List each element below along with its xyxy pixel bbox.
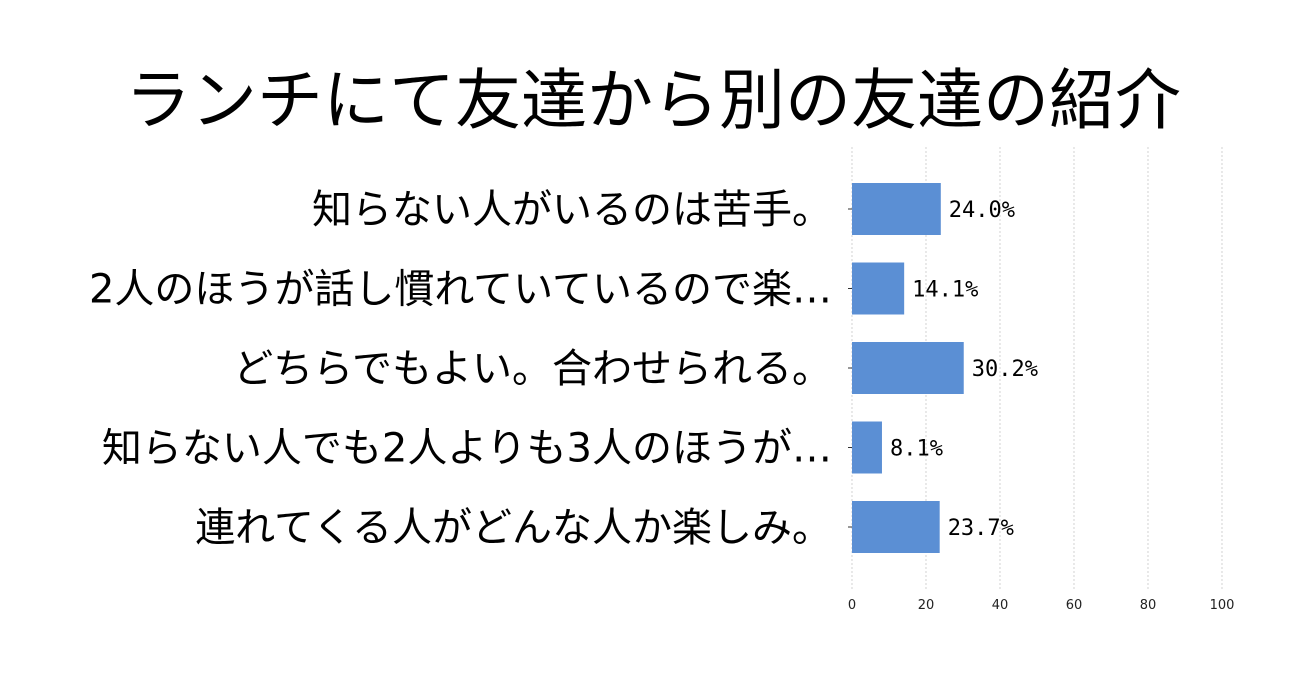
value-label: 24.0%: [949, 198, 1015, 223]
x-tick-label: 60: [1066, 598, 1083, 613]
value-label: 8.1%: [890, 437, 943, 462]
x-tick-label: 20: [918, 598, 935, 613]
category-labels: 知らない人がいるのは苦手。 2人のほうが話し慣れていているので楽… どちらでもよい。…: [89, 187, 832, 551]
category-label: どちらでもよい。合わせられる。: [233, 346, 832, 392]
value-label: 14.1%: [912, 278, 978, 303]
chart-title: ランチにて友達から別の友達の紹介: [125, 62, 1181, 139]
category-label: 知らない人がいるのは苦手。: [312, 187, 832, 233]
bar: [852, 421, 882, 474]
value-label: 30.2%: [972, 357, 1038, 382]
category-label: 2人のほうが話し慣れていているので楽…: [89, 267, 832, 313]
value-labels: 24.0% 14.1% 30.2% 8.1% 23.7%: [890, 198, 1038, 541]
bar: [852, 183, 941, 235]
x-tick-label: 0: [848, 598, 856, 613]
bars: [852, 183, 964, 553]
x-tick-label: 40: [992, 598, 1009, 613]
bar: [852, 501, 940, 553]
category-label: 連れてくる人がどんな人か楽しみ。: [195, 505, 832, 551]
x-tick-label: 100: [1210, 598, 1235, 613]
bar: [852, 262, 905, 315]
x-tick-label: 80: [1140, 598, 1157, 613]
bar: [852, 342, 964, 394]
x-axis-ticks: 0 20 40 60 80 100: [848, 208, 1235, 613]
category-label: 知らない人でも2人よりも3人のほうが…: [102, 426, 832, 472]
value-label: 23.7%: [948, 516, 1014, 541]
